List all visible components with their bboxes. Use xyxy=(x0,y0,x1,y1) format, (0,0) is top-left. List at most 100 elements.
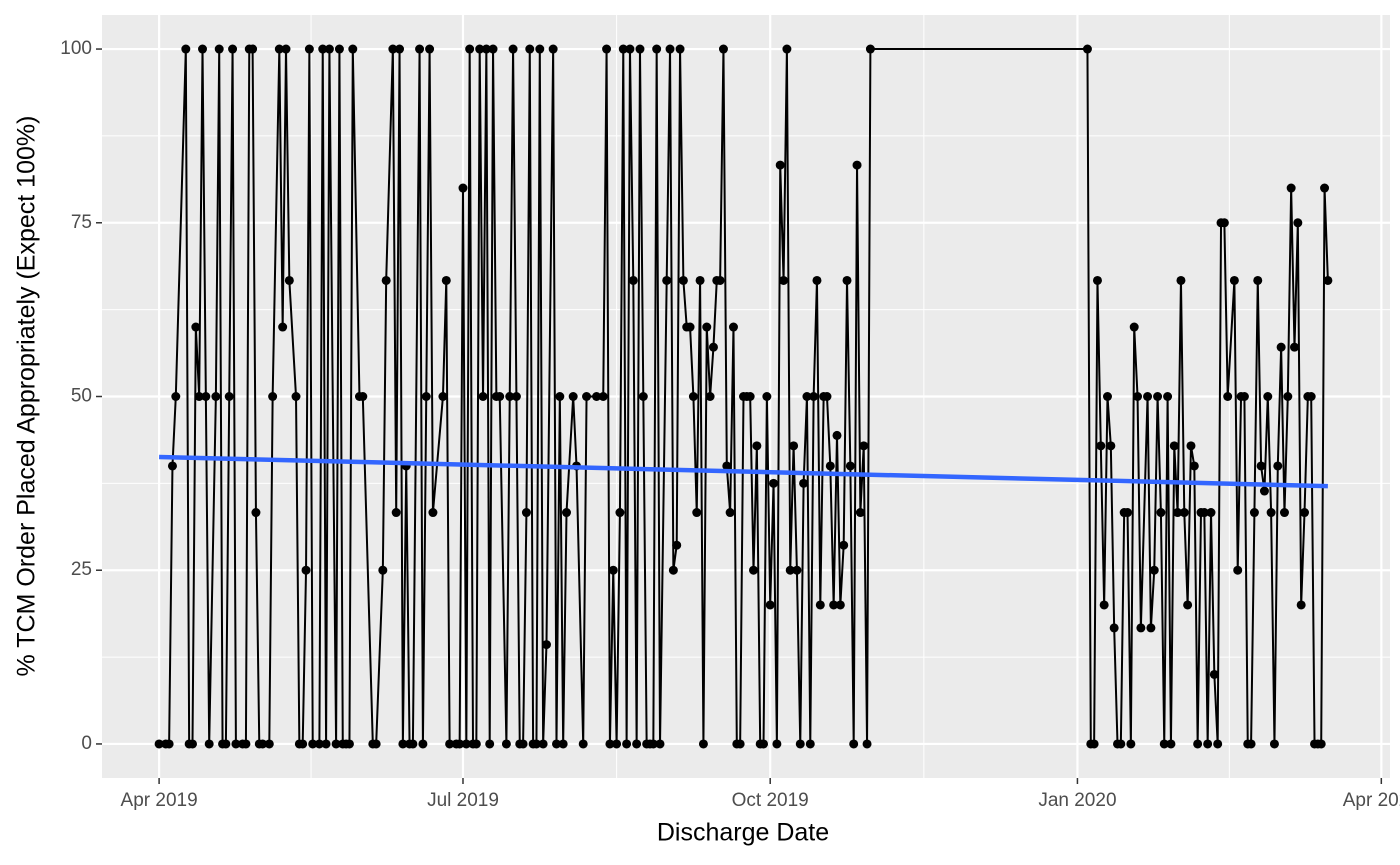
data-point xyxy=(1092,275,1102,285)
data-point xyxy=(839,540,849,550)
data-point xyxy=(865,44,875,54)
data-point xyxy=(378,565,388,575)
data-point xyxy=(1246,739,1256,749)
data-point xyxy=(779,275,789,285)
data-point xyxy=(1183,600,1193,610)
data-point xyxy=(809,392,819,401)
data-point xyxy=(635,44,645,54)
data-point xyxy=(461,739,471,749)
data-point xyxy=(602,44,612,54)
data-point xyxy=(752,441,762,451)
data-point xyxy=(825,461,835,471)
data-point xyxy=(264,739,274,749)
data-point xyxy=(745,392,755,401)
data-point xyxy=(612,739,622,749)
data-point xyxy=(665,44,675,54)
data-point xyxy=(465,44,475,54)
data-point xyxy=(1106,441,1116,451)
data-point xyxy=(789,441,799,451)
trend-line xyxy=(159,454,1328,489)
data-point xyxy=(304,44,314,54)
data-point xyxy=(1283,392,1293,401)
data-point xyxy=(421,392,431,401)
data-point xyxy=(1209,669,1219,679)
data-point xyxy=(638,392,648,401)
data-point xyxy=(344,739,354,749)
data-point xyxy=(1206,508,1216,518)
data-point xyxy=(759,739,769,749)
data-point xyxy=(792,565,802,575)
data-point xyxy=(1099,600,1109,610)
data-point xyxy=(718,44,728,54)
data-point xyxy=(845,461,855,471)
data-point xyxy=(371,739,381,749)
data-point xyxy=(1300,508,1310,518)
data-point xyxy=(334,44,344,54)
data-point xyxy=(428,508,438,518)
data-point xyxy=(1163,392,1173,401)
data-point xyxy=(1102,392,1112,401)
data-point xyxy=(485,739,495,749)
data-point xyxy=(1176,275,1186,285)
data-point xyxy=(358,392,368,401)
data-point xyxy=(582,392,592,401)
data-point xyxy=(1153,392,1163,401)
data-point xyxy=(438,392,448,401)
data-point xyxy=(241,739,251,749)
data-point xyxy=(478,392,488,401)
data-point xyxy=(802,392,812,401)
data-point xyxy=(1219,218,1229,228)
data-point xyxy=(735,739,745,749)
data-point xyxy=(1289,342,1299,352)
data-point xyxy=(558,739,568,749)
data-point xyxy=(1149,565,1159,575)
data-point xyxy=(331,739,341,749)
x-tick-label: Jan 2020 xyxy=(1038,790,1116,811)
data-point xyxy=(1266,508,1276,518)
data-point xyxy=(1239,392,1249,401)
y-tick-label: 50 xyxy=(71,386,92,407)
data-point xyxy=(1286,183,1296,193)
data-point xyxy=(551,739,561,749)
data-point xyxy=(475,44,485,54)
data-point xyxy=(268,392,278,401)
data-point xyxy=(1123,508,1133,518)
data-point xyxy=(324,44,334,54)
data-point xyxy=(258,739,268,749)
data-point xyxy=(1233,565,1243,575)
data-point xyxy=(214,44,224,54)
data-point xyxy=(1096,441,1106,451)
data-point xyxy=(518,739,528,749)
data-point xyxy=(749,565,759,575)
data-point xyxy=(1166,739,1176,749)
data-point xyxy=(415,44,425,54)
data-point xyxy=(622,739,632,749)
marks xyxy=(154,44,1333,749)
data-point xyxy=(381,275,391,285)
data-point xyxy=(1193,739,1203,749)
data-point xyxy=(785,565,795,575)
data-point xyxy=(1146,623,1156,633)
data-point xyxy=(441,275,451,285)
data-point xyxy=(548,44,558,54)
data-point xyxy=(715,275,725,285)
data-point xyxy=(488,44,498,54)
data-point xyxy=(408,739,418,749)
data-point xyxy=(495,392,505,401)
data-point xyxy=(228,44,238,54)
data-point xyxy=(314,739,324,749)
data-point xyxy=(862,739,872,749)
data-point xyxy=(692,508,702,518)
data-point xyxy=(829,600,839,610)
data-point xyxy=(301,565,311,575)
data-point xyxy=(398,739,408,749)
data-point xyxy=(722,461,732,471)
data-point xyxy=(1203,739,1213,749)
data-point xyxy=(1293,218,1303,228)
data-point xyxy=(308,739,318,749)
data-point xyxy=(1296,600,1306,610)
data-point xyxy=(248,44,258,54)
data-point xyxy=(167,461,177,471)
data-point xyxy=(615,508,625,518)
data-point xyxy=(835,600,845,610)
